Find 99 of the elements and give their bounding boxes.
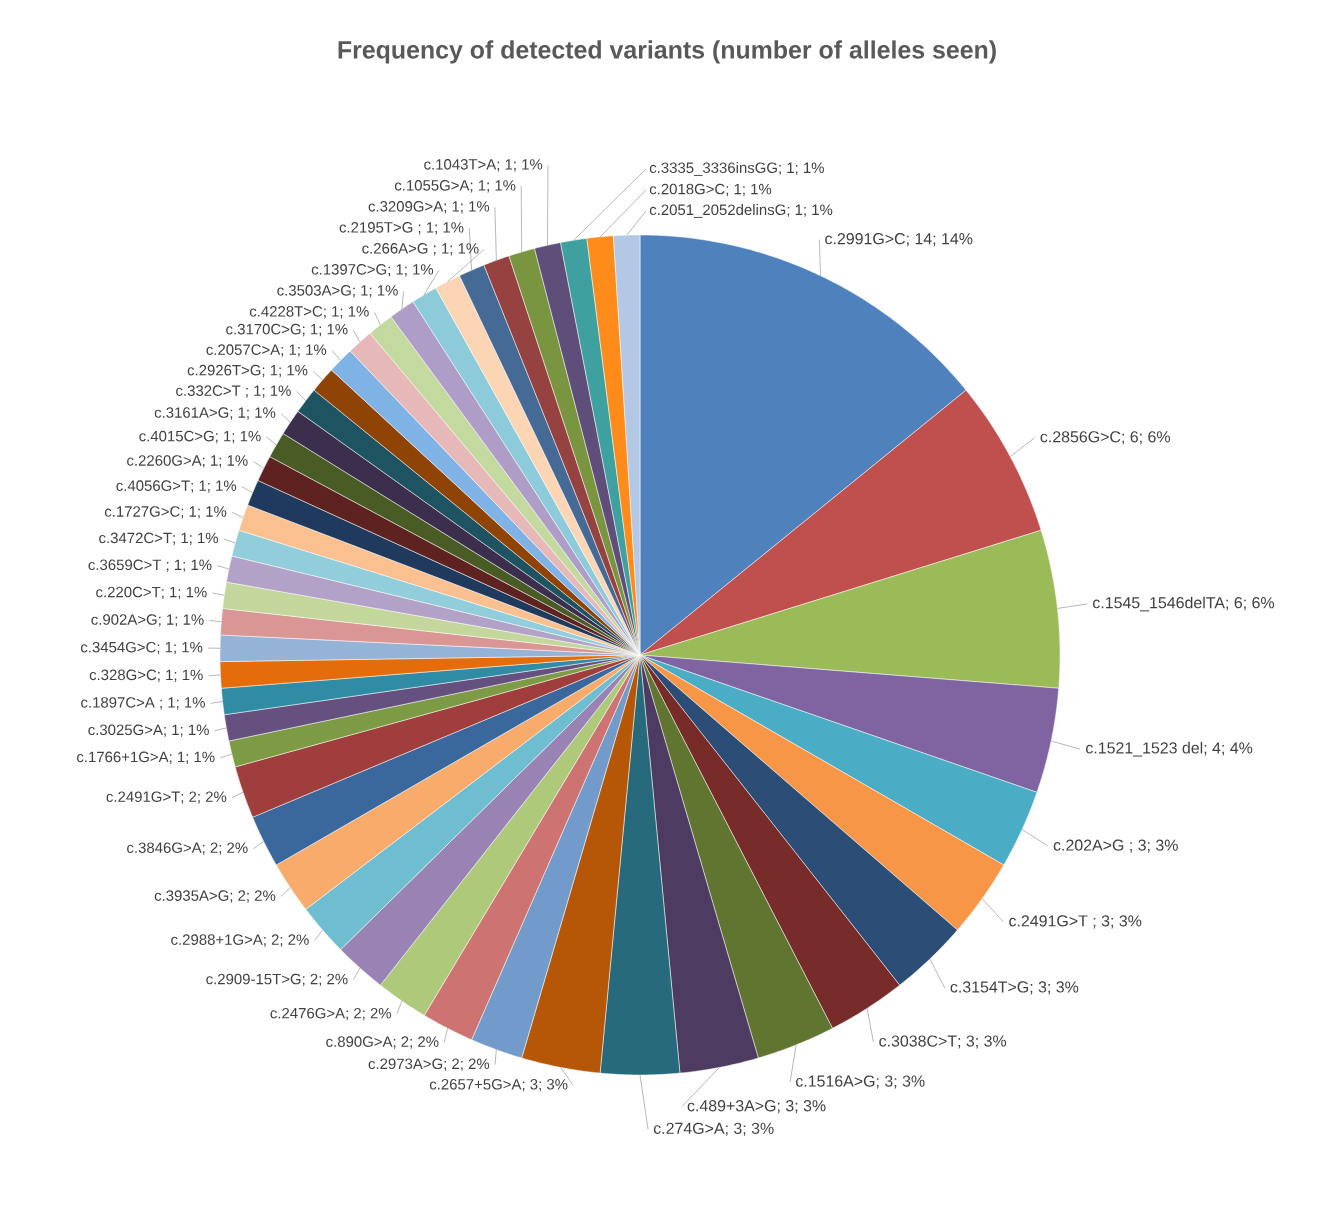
slice-label: c.3170C>G xyxy=(226,323,301,335)
slice-label: c.2988+1G>A xyxy=(171,934,263,945)
data-label: ; 3; 3% xyxy=(1030,981,1079,995)
slice-label: c.3038C>T xyxy=(879,1035,957,1047)
data-label: ; 1; 1% xyxy=(281,344,327,357)
slice-label: c.1897C>A xyxy=(81,697,155,708)
data-label: ; 1; 1% xyxy=(158,669,203,682)
data-label: ; 1; 1% xyxy=(159,614,204,627)
slice-label: c.2057C>A xyxy=(206,344,281,355)
slice-label: c.2909-15T>G xyxy=(206,973,301,985)
slice-label: c.2491G>T xyxy=(1009,915,1088,927)
data-label: ; 2; 2% xyxy=(444,1058,490,1071)
slice-label: c.3154T>G xyxy=(950,981,1029,993)
data-label: ; 1; 1% xyxy=(230,407,276,420)
data-label: ; 1; 1% xyxy=(262,364,308,378)
slice-label: c.2991G>C xyxy=(825,233,905,245)
slice-label: c.489+3A>G xyxy=(687,1100,776,1112)
slice-label: c.332C>T xyxy=(176,385,241,396)
slice-label: c.3025G>A xyxy=(88,724,163,736)
slice-label: c.2856G>C xyxy=(1040,431,1121,443)
slice-label: c.1545_1546delTA xyxy=(1093,596,1225,612)
slice-label: c.3503A>G xyxy=(277,285,351,296)
data-label: ; 2; 2% xyxy=(302,973,348,987)
slice-label: c.2476G>A xyxy=(270,1007,346,1019)
data-label: ; 1; 1% xyxy=(202,455,248,468)
data-label: ; 1; 1% xyxy=(166,559,212,572)
slice-label: c.2926T>G xyxy=(187,364,261,376)
chart-title: Frequency of detected variants (number of alleles seen) xyxy=(338,40,996,64)
data-label: ; 1; 1% xyxy=(181,506,227,519)
data-label: ; 6; 6% xyxy=(1226,597,1275,611)
slice-label: c.2195T>G xyxy=(339,222,413,233)
data-label: ; 2; 2% xyxy=(346,1007,392,1021)
data-label: ; 4; 4% xyxy=(1204,742,1253,756)
slice-label: c.1516A>G xyxy=(795,1075,875,1087)
slice-label: c.2657+5G>A xyxy=(429,1079,522,1090)
data-label: ; 14; 14% xyxy=(907,233,973,247)
data-label: ; 3; 3% xyxy=(725,1122,774,1136)
data-label: ; 1; 1% xyxy=(169,751,215,764)
slice-label: c.1055G>A xyxy=(394,180,470,191)
data-label: ; 3; 3% xyxy=(1130,839,1178,853)
data-label: ; 1; 1% xyxy=(162,586,207,600)
data-label: ; 1; 1% xyxy=(324,306,369,319)
slice-label: c.890G>A xyxy=(326,1036,393,1047)
slice-label: c.220C>T xyxy=(96,586,161,598)
data-label: ; 1; 1% xyxy=(787,204,833,217)
data-label: ; 1; 1% xyxy=(164,724,209,737)
data-label: ; 1; 1% xyxy=(470,180,516,193)
slice-label: c.3209G>A xyxy=(368,201,444,212)
data-label: ; 1; 1% xyxy=(353,285,398,298)
data-label: ; 1; 1% xyxy=(302,323,348,337)
data-label: ; 3; 3% xyxy=(522,1079,568,1092)
data-label: ; 1; 1% xyxy=(444,201,490,214)
slice-label: c.3659C>T xyxy=(88,559,162,571)
data-label: ; 1; 1% xyxy=(497,159,543,172)
slice-label: c.902A>G xyxy=(91,614,157,625)
slice-label: c.266A>G xyxy=(362,243,428,254)
slice-label: c.3454G>C xyxy=(80,641,156,653)
slice-label: c.2491G>T xyxy=(106,791,180,802)
slice-label: c.1397C>G xyxy=(311,264,387,275)
data-label: ; 1; 1% xyxy=(216,430,261,444)
slice-label: c.4056G>T xyxy=(116,480,190,491)
data-label: ; 1; 1% xyxy=(726,183,772,197)
slice-label: c.2051_2052delinsG xyxy=(649,204,786,218)
data-label: ; 2; 2% xyxy=(264,934,309,947)
slice-label: c.3846G>A xyxy=(127,842,202,853)
slice-label: c.274G>A xyxy=(653,1122,725,1134)
slice-label: c.4228T>C xyxy=(249,306,323,317)
data-label: ; 1; 1% xyxy=(246,385,291,398)
data-label: ; 1; 1% xyxy=(173,532,219,545)
data-label: ; 1; 1% xyxy=(191,480,237,493)
data-label: ; 3; 3% xyxy=(1093,915,1142,929)
data-label: ; 1; 1% xyxy=(160,697,205,710)
slice-label: c.2973A>G xyxy=(368,1058,443,1070)
slice-label: c.328G>C xyxy=(89,669,157,681)
data-label: ; 2; 2% xyxy=(202,842,248,855)
data-label: ; 3; 3% xyxy=(958,1035,1007,1049)
data-label: ; 1; 1% xyxy=(157,641,203,655)
data-label: ; 1; 1% xyxy=(434,243,479,256)
slice-label: c.3935A>G xyxy=(154,890,229,901)
slice-label: c.3335_3336insGG xyxy=(649,162,777,176)
slice-label: c.1043T>A xyxy=(424,159,497,170)
data-label: ; 3; 3% xyxy=(777,1100,826,1114)
slice-label: c.2260G>A xyxy=(127,455,202,466)
slice-label: c.1521_1523 del xyxy=(1086,741,1203,757)
slice-label: c.1727G>C xyxy=(104,506,180,517)
data-label: ; 2; 2% xyxy=(393,1036,439,1049)
slice-label: c.3161A>G xyxy=(154,407,229,418)
data-label: ; 6; 6% xyxy=(1122,431,1170,445)
slice-label: c.3472C>T xyxy=(99,532,172,544)
data-label: ; 1; 1% xyxy=(418,222,464,235)
data-label: ; 2; 2% xyxy=(230,890,276,903)
data-label: ; 3; 3% xyxy=(876,1075,925,1089)
data-label: ; 1; 1% xyxy=(388,264,434,277)
slice-label: c.1766+1G>A xyxy=(77,751,169,763)
slice-label: c.2018G>C xyxy=(649,183,725,195)
data-label: ; 1; 1% xyxy=(779,162,824,175)
data-label: ; 2; 2% xyxy=(181,791,227,804)
slice-label: c.202A>G xyxy=(1053,839,1124,851)
slice-label: c.4015C>G xyxy=(139,430,214,442)
